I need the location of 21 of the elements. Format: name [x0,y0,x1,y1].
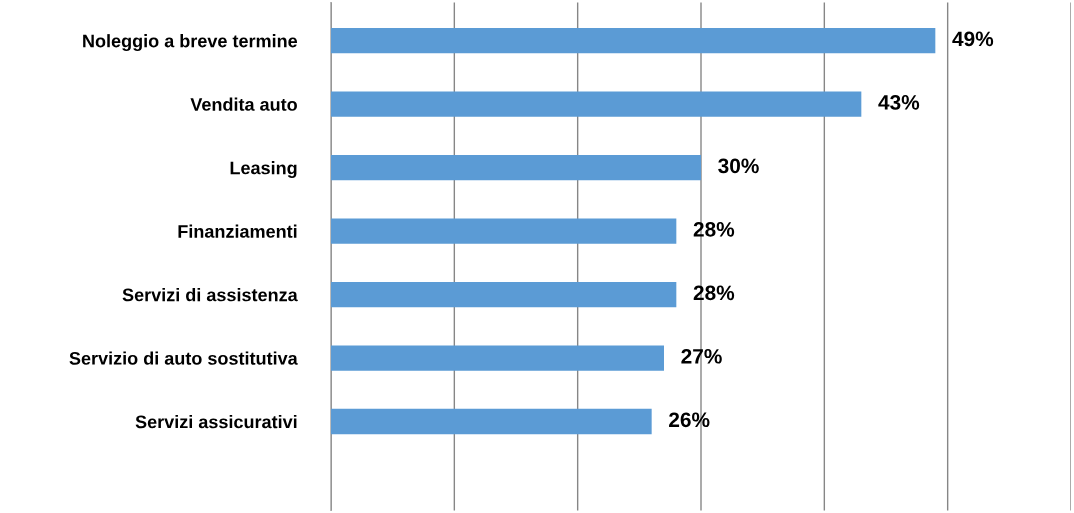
bar [331,281,677,308]
bar [331,154,701,181]
data-label: 30% [718,158,759,174]
bar [331,91,862,117]
data-label: 28% [693,221,735,237]
y-tick-label: Servizi assicurativi [135,415,297,429]
y-tick-label: Noleggio a breve termine [83,34,298,52]
bar [331,218,677,244]
bar [331,408,652,435]
bar [331,27,936,54]
data-label: 26% [669,412,710,428]
y-tick-label: Servizi di assistenza [122,288,298,302]
data-label: 28% [693,285,735,301]
y-tick-label: Leasing [230,161,297,178]
data-label: 27% [681,348,722,364]
data-label: 43% [878,94,920,110]
bar [331,345,664,371]
y-tick-label: Vendita auto [190,97,297,111]
y-tick-label: Servizio di auto sostitutiva [69,351,298,365]
data-label: 49% [952,31,994,47]
y-tick-label: Finanziamenti [178,224,297,238]
